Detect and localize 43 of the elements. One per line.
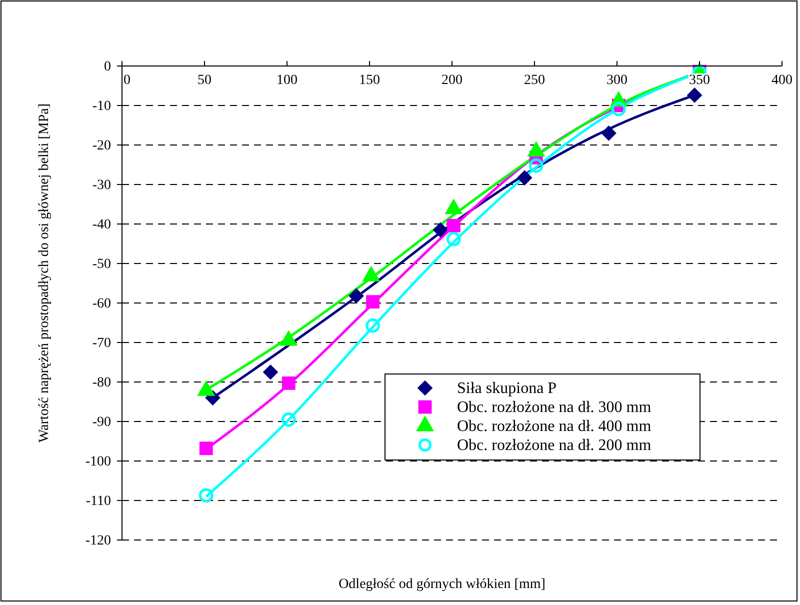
- legend-label: Obc. rozłożone na dł. 200 mm: [457, 437, 652, 454]
- point: [366, 318, 380, 333]
- y-tick-label: -100: [85, 454, 111, 470]
- y-tick-label: -90: [92, 414, 111, 430]
- x-tick-label: 250: [524, 72, 545, 88]
- point: [446, 232, 461, 246]
- y-tick-label: -80: [92, 375, 111, 390]
- y-tick-label: -120: [85, 533, 111, 548]
- y-tick-label: -20: [92, 138, 111, 154]
- y-axis-title: Wartość naprężeń prostopadłych do osi głównej belki [MPa]: [37, 103, 52, 443]
- point: [528, 158, 544, 173]
- point: [516, 170, 532, 186]
- point: [446, 218, 460, 232]
- point: [199, 442, 213, 456]
- x-axis-title: Odległość od górnych włókien [mm]: [338, 577, 546, 592]
- point: [282, 376, 296, 390]
- y-tick-label: -70: [92, 336, 111, 351]
- x-tick-label: 0: [124, 72, 130, 88]
- x-tick-label: 150: [359, 72, 380, 88]
- point: [366, 295, 380, 309]
- y-tick-label: -50: [92, 256, 111, 272]
- point: [262, 364, 278, 380]
- y-tick-label: -60: [92, 296, 111, 312]
- point: [686, 88, 702, 103]
- point: [198, 488, 214, 503]
- y-tick-label: -30: [92, 178, 111, 193]
- point: [432, 222, 448, 238]
- x-tick-label: 50: [198, 72, 212, 88]
- x-tick-label: 100: [276, 72, 298, 88]
- point: [601, 125, 616, 141]
- y-tick-label: -10: [92, 98, 111, 114]
- x-tick-label: 200: [442, 72, 462, 88]
- legend-label: Obc. rozłożone na dł. 400 mm: [457, 418, 652, 435]
- legend-label: Obc. rozłożone na dł. 300 mm: [457, 399, 652, 416]
- x-tick-label: 300: [606, 72, 628, 88]
- point: [348, 288, 364, 304]
- legend-label: Siła skupiona P: [457, 380, 557, 397]
- y-tick-label: -110: [86, 494, 111, 509]
- y-tick-label: 0: [104, 59, 111, 74]
- y-tick-label: -40: [92, 217, 111, 232]
- point: [281, 412, 296, 427]
- point: [611, 102, 626, 116]
- x-tick-label: 400: [772, 72, 792, 88]
